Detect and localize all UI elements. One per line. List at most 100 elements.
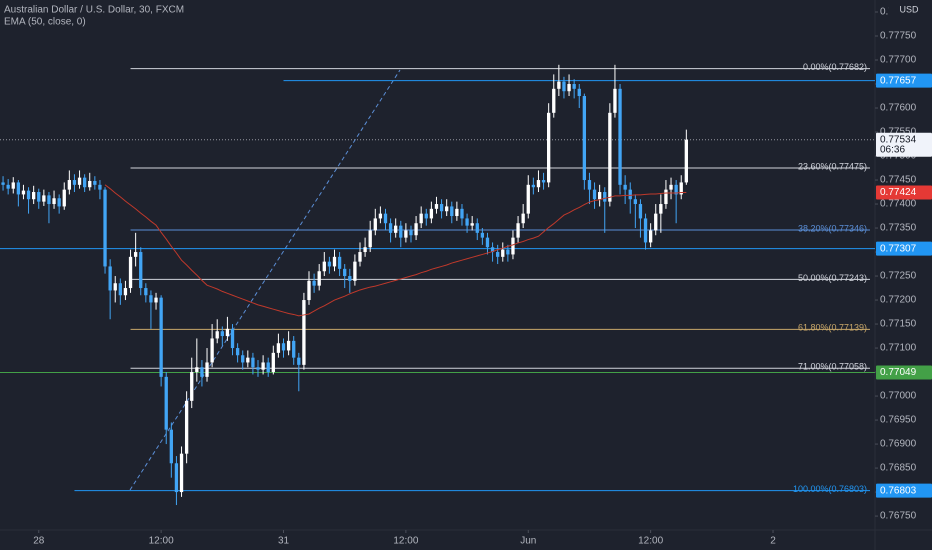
candle-body <box>480 232 485 238</box>
candle-body <box>343 268 347 277</box>
currency-bg <box>889 3 929 17</box>
candle-body <box>225 328 230 337</box>
candle-body <box>47 195 51 205</box>
fib-level-label: 23.60%(0.77475) <box>798 161 867 171</box>
candle-body <box>276 343 281 353</box>
candle-body <box>139 252 143 289</box>
candle-body <box>490 247 495 253</box>
candle-body <box>31 192 36 200</box>
hline-price-label-bg <box>876 73 932 88</box>
last-price-label: 0.77534 <box>880 134 917 145</box>
candle-body <box>266 362 270 373</box>
x-tick-label: 12:00 <box>393 536 418 547</box>
candle-body <box>261 362 265 370</box>
candle-body <box>373 218 377 231</box>
candle-body <box>577 88 581 97</box>
y-tick-label: 0.76950 <box>880 415 917 426</box>
fib-level-label: 71.00%(0.77058) <box>798 362 867 372</box>
x-tick-label: 31 <box>278 536 290 547</box>
candle-body <box>200 367 204 377</box>
candle-body <box>332 256 337 267</box>
candle-body <box>169 429 173 464</box>
candle-body <box>133 252 138 257</box>
candle-body <box>582 96 587 181</box>
candle-body <box>297 357 301 365</box>
candle-body <box>603 192 607 202</box>
candle-body <box>597 192 602 200</box>
ema-price-label: 0.77424 <box>880 187 917 198</box>
candle-body <box>445 206 449 212</box>
chart-title: Australian Dollar / U.S. Dollar, 30, FXC… <box>4 5 184 16</box>
candle-body <box>184 400 189 454</box>
candle-body <box>496 252 500 257</box>
candle-body <box>256 367 260 370</box>
candle-body <box>317 271 321 286</box>
candle-body <box>608 112 612 202</box>
candle-body <box>123 288 128 296</box>
candle-body <box>230 328 235 349</box>
candle-body <box>26 190 31 200</box>
candle-body <box>643 218 648 243</box>
candle-body <box>654 213 658 231</box>
candle-body <box>465 218 469 226</box>
y-tick-label: 0.77150 <box>880 319 917 330</box>
y-tick-label: 0.77000 <box>880 391 917 402</box>
candle-body <box>455 208 459 217</box>
ema-line <box>104 184 687 317</box>
candle-body <box>414 223 418 236</box>
candle-body <box>470 223 474 226</box>
candle-body <box>424 213 428 219</box>
candle-body <box>388 223 393 233</box>
x-tick-label: 12:00 <box>638 536 663 547</box>
hline-price-label-bg <box>876 365 932 380</box>
candle-body <box>526 184 530 214</box>
candle-body <box>567 84 571 92</box>
candle-body <box>679 182 683 195</box>
candle-body <box>363 247 367 253</box>
candle-body <box>93 180 97 185</box>
candle-body <box>399 225 403 238</box>
candle-body <box>77 177 82 185</box>
y-tick-label: 0.77350 <box>880 223 917 234</box>
candle-body <box>174 463 179 493</box>
candle-body <box>684 139 688 183</box>
x-tick-label: Jun <box>520 536 536 547</box>
candle-body <box>312 280 316 286</box>
hline-price-label: 0.77307 <box>880 243 917 254</box>
y-tick-label: 0.77250 <box>880 271 917 282</box>
candle-body <box>536 180 541 188</box>
candle-body <box>103 189 107 267</box>
candle-body <box>190 372 194 401</box>
candle-body <box>271 352 275 373</box>
y-tick-label: 0.76900 <box>880 439 917 450</box>
candle-body <box>439 204 444 212</box>
candle-body <box>613 88 617 113</box>
y-tick-label: 0.77750 <box>880 31 917 42</box>
candle-body <box>149 295 153 303</box>
countdown-label: 06:36 <box>880 144 905 155</box>
y-tick-label: 0.77700 <box>880 55 917 66</box>
candle-body <box>327 261 332 267</box>
candle-body <box>1 182 5 185</box>
hline-price-label-bg <box>876 241 932 256</box>
candle-body <box>88 180 92 188</box>
candle-body <box>348 276 352 281</box>
fib-level-label: 100.00%(0.76803) <box>793 484 867 494</box>
fib-level-label: 38.20%(0.77346) <box>798 223 867 233</box>
candle-body <box>592 189 597 200</box>
candle-body <box>383 213 388 224</box>
candle-body <box>179 453 184 493</box>
candle-body <box>562 81 566 92</box>
fib-price-label-bg <box>876 483 932 498</box>
candle-body <box>587 180 592 190</box>
candle-body <box>159 297 163 377</box>
candle-body <box>409 230 413 236</box>
candle-body <box>633 199 638 205</box>
candle-body <box>164 376 168 430</box>
candle-body <box>521 213 525 224</box>
candle-body <box>429 208 434 219</box>
candle-body <box>394 225 398 233</box>
candle-body <box>235 348 240 356</box>
y-tick-label: 0.77600 <box>880 103 917 114</box>
